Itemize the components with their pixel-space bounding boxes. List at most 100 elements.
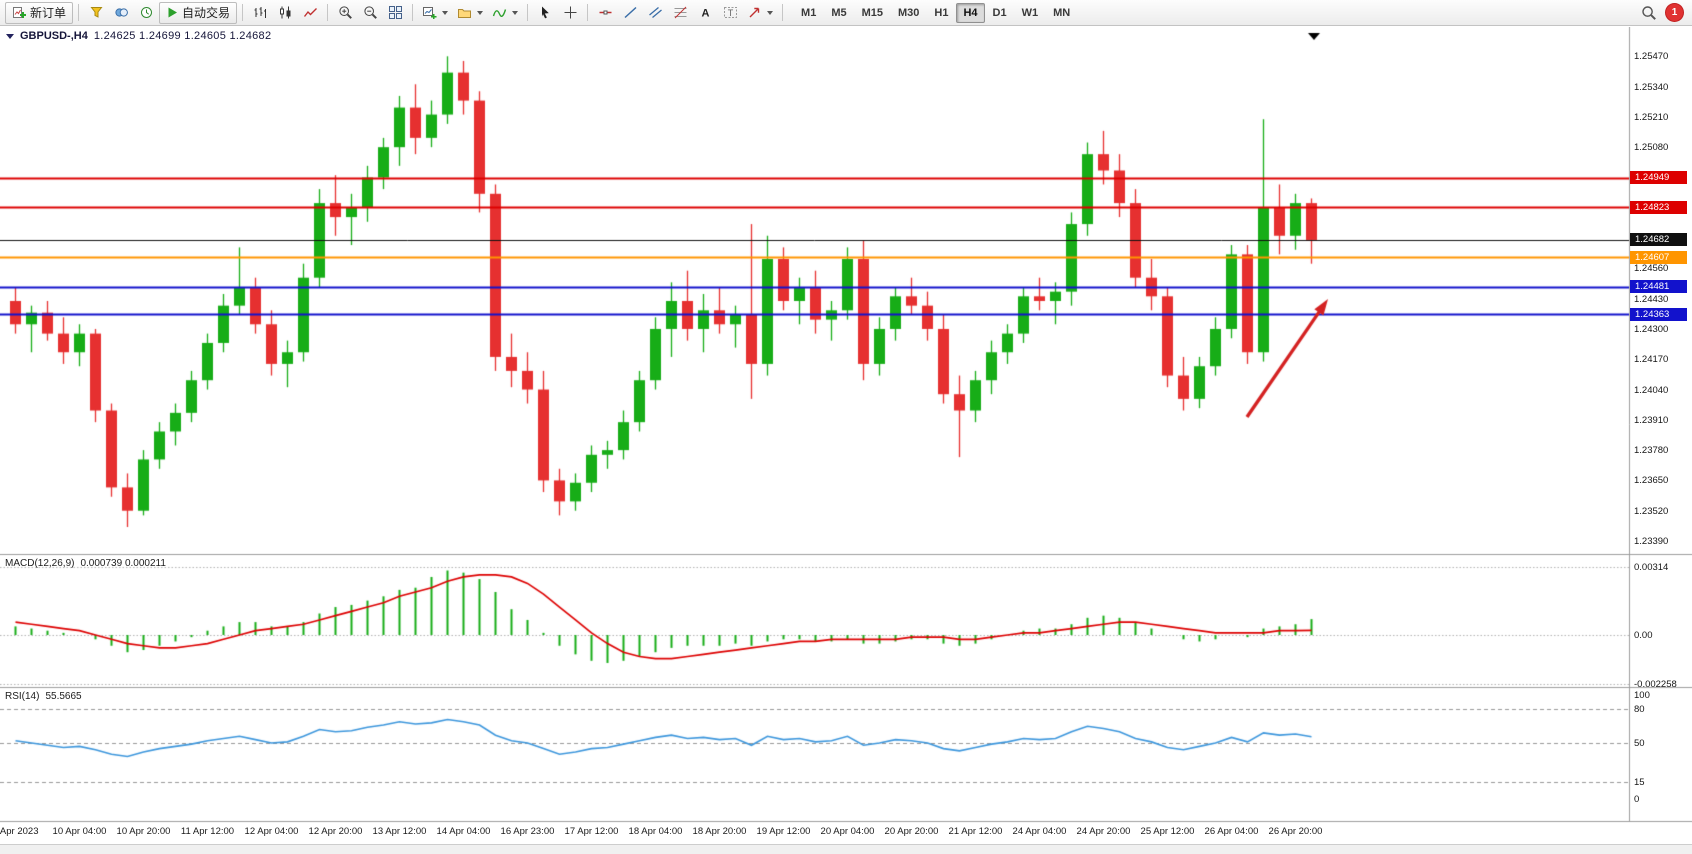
rsi-scale-label: 80 xyxy=(1634,704,1645,716)
chart-window[interactable]: GBPUSD-,H4 1.24625 1.24699 1.24605 1.246… xyxy=(0,27,1692,854)
time-axis-label: 13 Apr 12:00 xyxy=(372,826,427,837)
accounts-button[interactable] xyxy=(109,2,133,24)
time-axis-label: 26 Apr 20:00 xyxy=(1268,826,1323,837)
price-tick-label: 1.23520 xyxy=(1634,505,1669,517)
price-tick-label: 1.24170 xyxy=(1634,354,1669,366)
timeframe-button-d1[interactable]: D1 xyxy=(986,3,1014,23)
toolbar-separator xyxy=(587,4,589,21)
indicators-icon xyxy=(492,5,507,20)
time-axis-label: 20 Apr 04:00 xyxy=(820,826,875,837)
price-tick-label: 1.25080 xyxy=(1634,142,1669,154)
rsi-scale-label: 0 xyxy=(1634,794,1640,805)
time-axis-label: 17 Apr 12:00 xyxy=(564,826,619,837)
macd-scale-label: 0.00314 xyxy=(1634,562,1669,574)
toolbar-separator xyxy=(782,4,784,21)
fibonacci-tool-button[interactable] xyxy=(668,2,692,24)
symbol-dropdown-icon[interactable] xyxy=(6,33,14,39)
tile-windows-button[interactable] xyxy=(383,2,407,24)
chevron-down-icon xyxy=(477,10,484,15)
macd-values: 0.000739 0.000211 xyxy=(80,558,166,569)
zoom-in-icon xyxy=(338,5,353,20)
time-axis-label: 24 Apr 04:00 xyxy=(1012,826,1067,837)
time-axis-label: 19 Apr 12:00 xyxy=(756,826,811,837)
chart-profiles-button[interactable] xyxy=(453,2,487,24)
autotrading-play-icon xyxy=(166,6,179,19)
price-chart-canvas[interactable] xyxy=(0,27,1692,854)
channel-icon xyxy=(648,5,663,20)
indicators-button[interactable] xyxy=(488,2,522,24)
main-toolbar: 新订单 自动交易 xyxy=(0,0,1692,26)
bid-price-line-tag: 1.24682 xyxy=(1630,233,1687,247)
line-chart-button[interactable] xyxy=(298,2,322,24)
history-icon xyxy=(139,5,154,20)
new-chart-button[interactable] xyxy=(418,2,452,24)
chart-symbol-label: GBPUSD-,H4 xyxy=(20,30,88,42)
zoom-out-button[interactable] xyxy=(358,2,382,24)
price-tick-label: 1.25470 xyxy=(1634,51,1669,63)
timeframe-button-h1[interactable]: H1 xyxy=(927,3,955,23)
rsi-scale-label: 100 xyxy=(1634,690,1650,701)
new-order-label: 新订单 xyxy=(30,6,67,20)
price-tick-label: 1.25340 xyxy=(1634,81,1669,93)
arrows-tool-button[interactable] xyxy=(743,2,777,24)
market-depth-button[interactable] xyxy=(84,2,108,24)
bar-chart-button[interactable] xyxy=(248,2,272,24)
time-axis-label: 26 Apr 04:00 xyxy=(1204,826,1259,837)
timeframe-button-w1[interactable]: W1 xyxy=(1015,3,1046,23)
toolbar-separator xyxy=(412,4,414,21)
rsi-value: 55.5665 xyxy=(45,691,82,702)
tile-windows-icon xyxy=(388,5,403,20)
new-order-icon xyxy=(12,5,27,20)
time-axis-label: 25 Apr 12:00 xyxy=(1140,826,1195,837)
timeframe-button-m30[interactable]: M30 xyxy=(891,3,926,23)
search-button[interactable] xyxy=(1637,2,1661,24)
chevron-down-icon xyxy=(767,10,774,15)
chart-header: GBPUSD-,H4 1.24625 1.24699 1.24605 1.246… xyxy=(6,30,271,42)
cursor-button[interactable] xyxy=(533,2,557,24)
text-icon: A xyxy=(698,5,713,20)
notifications-badge[interactable]: 1 xyxy=(1666,4,1683,21)
cursor-icon xyxy=(538,5,553,20)
time-axis-label: 21 Apr 12:00 xyxy=(948,826,1003,837)
rsi-name: RSI(14) xyxy=(5,691,40,702)
chevron-down-icon xyxy=(512,10,519,15)
timeframe-button-m5[interactable]: M5 xyxy=(824,3,853,23)
timeframe-button-m15[interactable]: M15 xyxy=(855,3,890,23)
fibonacci-icon xyxy=(673,5,688,20)
channel-tool-button[interactable] xyxy=(643,2,667,24)
text-tool-button[interactable]: A xyxy=(693,2,717,24)
label-tool-button[interactable]: T xyxy=(718,2,742,24)
time-axis-label: 14 Apr 04:00 xyxy=(436,826,491,837)
bar-chart-icon xyxy=(253,5,268,20)
autotrading-button[interactable]: 自动交易 xyxy=(159,1,238,24)
history-button[interactable] xyxy=(134,2,158,24)
time-axis-label: 10 Apr 20:00 xyxy=(116,826,171,837)
support-line-1-tag: 1.24481 xyxy=(1630,280,1687,294)
zoom-out-icon xyxy=(363,5,378,20)
zoom-in-button[interactable] xyxy=(333,2,357,24)
trendline-tool-button[interactable] xyxy=(618,2,642,24)
pivot-line-tag: 1.24607 xyxy=(1630,250,1687,264)
toolbar-separator xyxy=(527,4,529,21)
rsi-scale-label: 15 xyxy=(1634,777,1645,789)
price-tick-label: 1.24430 xyxy=(1634,293,1669,305)
new-order-button[interactable]: 新订单 xyxy=(5,1,74,24)
price-tick-label: 1.23910 xyxy=(1634,414,1669,426)
price-scale[interactable]: 1.25470 1.25340 1.25210 1.25080 1.24560 1.244… xyxy=(1630,27,1692,845)
support-line-2-tag: 1.24363 xyxy=(1630,307,1687,321)
funnel-icon xyxy=(89,5,104,20)
price-tick-label: 1.23650 xyxy=(1634,475,1669,487)
time-axis-label: 16 Apr 23:00 xyxy=(500,826,555,837)
line-chart-icon xyxy=(303,5,318,20)
timeframe-button-mn[interactable]: MN xyxy=(1046,3,1077,23)
crosshair-button[interactable] xyxy=(558,2,582,24)
resistance-line-1-tag: 1.24949 xyxy=(1630,171,1687,185)
accounts-icon xyxy=(114,5,129,20)
time-axis[interactable]: 7 Apr 2023 10 Apr 04:00 10 Apr 20:00 11 Apr… xyxy=(0,822,1630,844)
timeframe-button-m1[interactable]: M1 xyxy=(794,3,823,23)
timeframe-button-h4[interactable]: H4 xyxy=(956,2,985,23)
price-tick-label: 1.23390 xyxy=(1634,536,1669,547)
candlestick-chart-button[interactable] xyxy=(273,2,297,24)
horizontal-line-tool-button[interactable] xyxy=(593,2,617,24)
chart-profiles-icon xyxy=(457,5,472,20)
